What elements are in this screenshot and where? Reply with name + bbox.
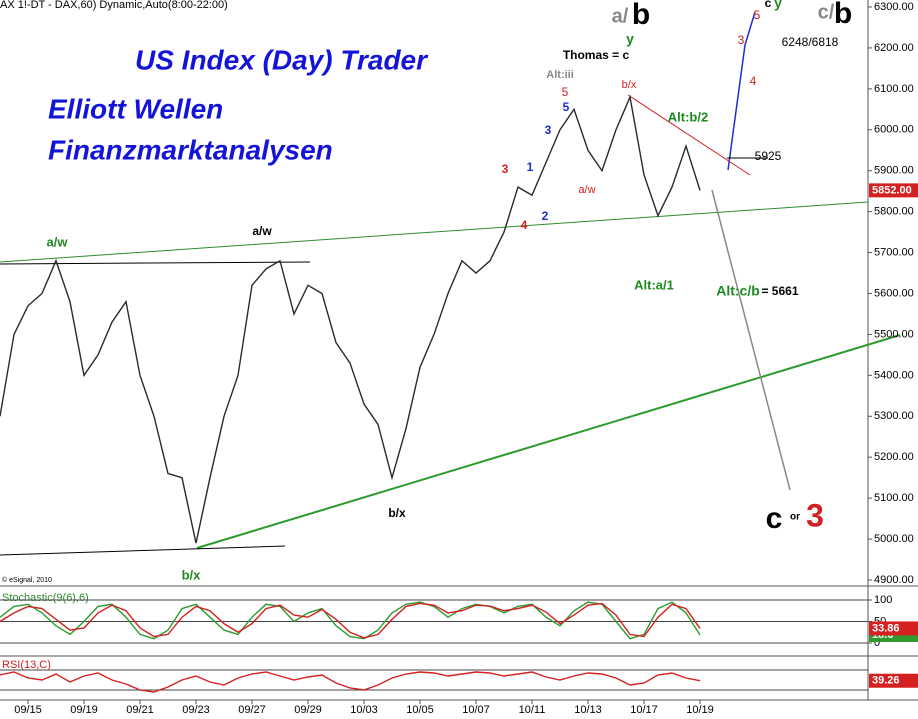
- x-tick-label: 10/13: [574, 704, 602, 716]
- y-tick-label: 5600.00: [874, 287, 914, 299]
- header: AX 1!-DT - DAX,60) Dynamic,Auto(8:00-22:…: [0, 0, 228, 11]
- annotation: y: [774, 0, 782, 11]
- annotation: a/: [612, 5, 629, 27]
- title: Finanzmarktanalysen: [48, 134, 333, 165]
- annotation: 3: [502, 162, 509, 176]
- annotation: c/: [818, 1, 835, 23]
- x-tick-label: 09/27: [238, 704, 266, 716]
- y-tick-label: 6200.00: [874, 42, 914, 54]
- value-label: 5852.00: [872, 184, 912, 196]
- annotation: 3: [545, 123, 552, 137]
- value-label: 33.86: [872, 622, 900, 634]
- price-line: [0, 602, 701, 639]
- annotation: 4: [521, 218, 528, 232]
- annotation: 5: [563, 100, 570, 114]
- annotation: b/x: [182, 567, 202, 582]
- y-tick-label: 6300.00: [874, 1, 914, 13]
- value-box: [869, 183, 918, 198]
- annotation: Alt:c/b: [716, 283, 760, 299]
- annotation: b/x: [388, 506, 406, 520]
- annotation: 6248/6818: [782, 35, 839, 49]
- y-tick-label: 5300.00: [874, 410, 914, 422]
- y-tick-label: 5700.00: [874, 246, 914, 258]
- y-tick-label: 100: [874, 594, 892, 606]
- title: US Index (Day) Trader: [135, 44, 429, 75]
- value-label: 39.26: [872, 675, 900, 687]
- annotation: c: [765, 0, 772, 10]
- y-tick-label: 5500.00: [874, 328, 914, 340]
- title: Elliott Wellen: [48, 93, 223, 124]
- annotation: = 5661: [761, 284, 798, 298]
- annotation: c: [766, 502, 783, 535]
- annotation: Thomas = c: [563, 48, 630, 62]
- annotation: b: [834, 0, 852, 30]
- credit: © eSignal, 2010: [2, 576, 52, 584]
- y-tick-label: 5000.00: [874, 533, 914, 545]
- annotation: 5925: [755, 149, 782, 163]
- y-tick-label: 6000.00: [874, 124, 914, 136]
- trendline: [0, 261, 311, 265]
- trendline: [627, 94, 751, 176]
- annotation: b/x: [622, 79, 637, 91]
- annotation: 5: [562, 85, 569, 99]
- projection: [727, 11, 756, 171]
- annotation: 2: [542, 209, 549, 223]
- value-box: [869, 673, 918, 688]
- trendline: [0, 545, 286, 556]
- annotation: 3: [738, 33, 745, 47]
- annotation: a/w: [47, 234, 69, 249]
- x-tick-label: 09/19: [70, 704, 98, 716]
- x-tick-label: 09/23: [182, 704, 210, 716]
- y-tick-label: 5200.00: [874, 451, 914, 463]
- annotation: or: [790, 512, 800, 523]
- annotation: y: [626, 31, 634, 47]
- x-tick-label: 09/21: [126, 704, 154, 716]
- annotation: a/w: [252, 224, 272, 238]
- x-tick-label: 10/17: [630, 704, 658, 716]
- y-tick-label: 6100.00: [874, 83, 914, 95]
- x-tick-label: 10/07: [462, 704, 490, 716]
- y-tick-label: 0: [874, 637, 880, 649]
- y-tick-label: 5400.00: [874, 369, 914, 381]
- x-tick-label: 10/05: [406, 704, 434, 716]
- annotation: a/w: [578, 184, 595, 196]
- panel-title: Stochastic(9(6),6): [2, 592, 89, 604]
- x-tick-label: 09/15: [14, 704, 42, 716]
- y-tick-label: 5100.00: [874, 492, 914, 504]
- annotation: 1: [527, 160, 534, 174]
- trendline: [0, 201, 869, 263]
- annotation: 4: [750, 74, 757, 88]
- annotation: Alt:a/1: [634, 277, 674, 292]
- annotation: Alt:b/2: [668, 109, 708, 124]
- panel-title: RSI(13,C): [2, 659, 51, 671]
- y-tick-label: 5900.00: [874, 165, 914, 177]
- annotation: b: [632, 0, 650, 31]
- annotation: 5: [754, 8, 761, 22]
- trendline: [196, 334, 901, 549]
- price-line: [0, 94, 701, 544]
- x-tick-label: 10/03: [350, 704, 378, 716]
- annotation: 3: [806, 497, 824, 533]
- price-line: [0, 601, 701, 640]
- price-line: [0, 671, 701, 693]
- value-box: [869, 621, 918, 636]
- y-tick-label: 5800.00: [874, 206, 914, 218]
- projection: [711, 189, 791, 491]
- x-tick-label: 10/19: [686, 704, 714, 716]
- x-tick-label: 10/11: [519, 704, 546, 716]
- annotation: Alt:iii: [546, 69, 574, 81]
- y-tick-label: 4900.00: [874, 574, 914, 586]
- x-tick-label: 09/29: [294, 704, 322, 716]
